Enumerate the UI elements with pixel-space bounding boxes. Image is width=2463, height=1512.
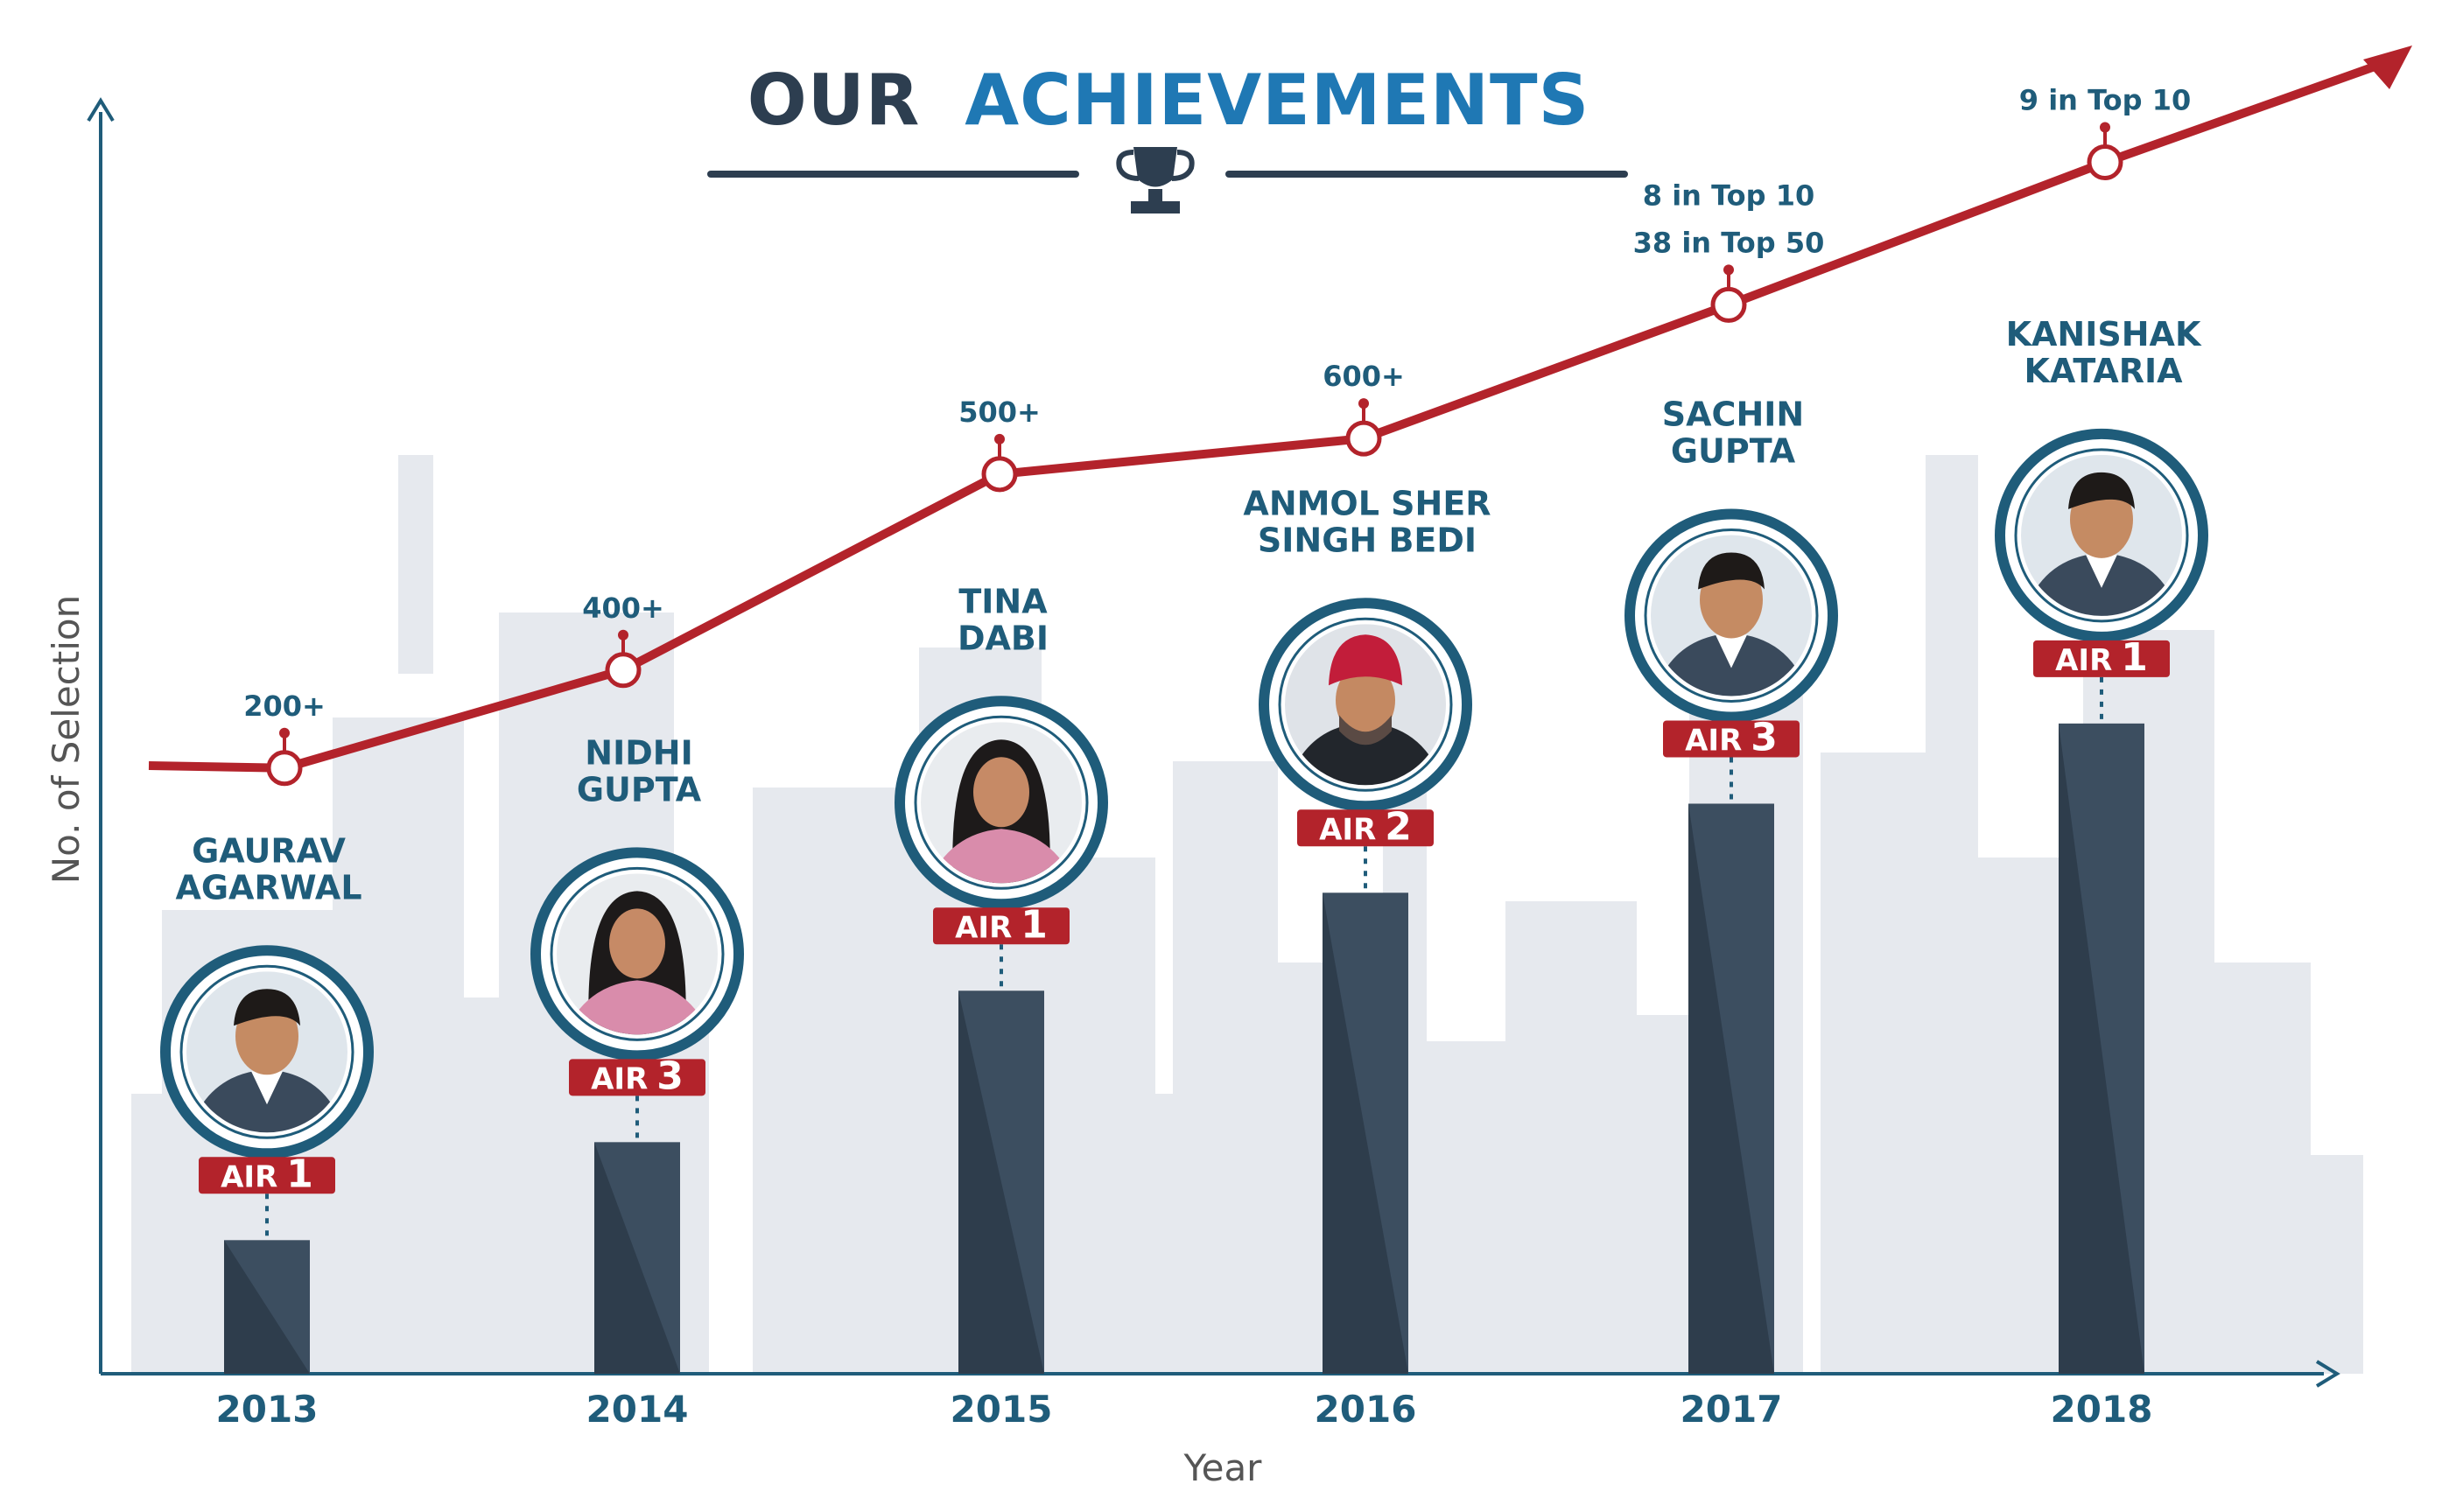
air-badge bbox=[1663, 720, 1800, 758]
trend-pin-dot bbox=[2100, 122, 2110, 133]
x-tick-label: 2014 bbox=[586, 1388, 689, 1431]
trend-layer: 200+ 400+ 500+ 600+ 8 in Top 10 38 in Top 50 9… bbox=[148, 46, 2412, 787]
y-axis-arrow bbox=[87, 97, 115, 122]
air-prefix: AIR bbox=[1685, 723, 1742, 758]
topper-name: SACHIN bbox=[1662, 395, 1804, 433]
title-rule-right bbox=[1225, 171, 1628, 178]
topper-name: AGARWAL bbox=[175, 868, 361, 906]
air-prefix: AIR bbox=[2055, 643, 2112, 678]
air-badge-text: AIR 1 bbox=[221, 1152, 313, 1196]
x-tick-label: 2013 bbox=[216, 1388, 319, 1431]
trend-point-2018 bbox=[2087, 144, 2123, 181]
air-badge bbox=[933, 907, 1070, 945]
topper-name: KANISHAK bbox=[2006, 315, 2202, 354]
air-badge-text: AIR 1 bbox=[955, 902, 1048, 947]
topper-name: SINGH BEDI bbox=[1258, 521, 1477, 559]
air-rank: 3 bbox=[656, 1054, 684, 1098]
air-badge bbox=[199, 1157, 335, 1194]
woman-photo-icon bbox=[921, 722, 1082, 884]
trend-extension bbox=[2103, 57, 2391, 167]
x-axis-label: Year bbox=[1183, 1446, 1263, 1489]
air-rank: 3 bbox=[1751, 715, 1778, 760]
air-badge-text: AIR 3 bbox=[1685, 715, 1778, 760]
trend-pin-dot bbox=[618, 629, 628, 640]
x-axis-arrow bbox=[2315, 1360, 2340, 1388]
bar-shade-2016 bbox=[1323, 892, 1408, 1374]
topper-name: ANMOL SHER bbox=[1243, 484, 1491, 522]
topper-name: GUPTA bbox=[1671, 431, 1796, 470]
air-prefix: AIR bbox=[1319, 812, 1376, 847]
trend-data-label: 9 in Top 10 bbox=[2019, 84, 2191, 117]
trend-arrow-head bbox=[2363, 46, 2412, 89]
man-photo-icon bbox=[1651, 535, 1812, 696]
air-rank: 2 bbox=[1385, 804, 1412, 849]
air-badge bbox=[2033, 640, 2170, 677]
trend-data-label: 38 in Top 50 bbox=[1633, 226, 1825, 259]
trend-pin-dot bbox=[1723, 264, 1734, 276]
air-badge bbox=[1297, 809, 1434, 847]
air-badge bbox=[569, 1059, 705, 1096]
topper-name: KATARIA bbox=[2024, 352, 2183, 390]
air-badge-text: AIR 2 bbox=[1319, 804, 1412, 849]
bar-shade-2013 bbox=[224, 1240, 310, 1374]
bar-shade-2015 bbox=[958, 990, 1044, 1374]
trend-data-label: 600+ bbox=[1323, 360, 1405, 393]
air-prefix: AIR bbox=[221, 1159, 277, 1194]
air-rank: 1 bbox=[1021, 902, 1048, 947]
title-part-achievements: ACHIEVEMENTS bbox=[965, 60, 1589, 141]
air-prefix: AIR bbox=[955, 910, 1012, 945]
chart-title: OUR ACHIEVEMENTS bbox=[747, 60, 1589, 141]
man-photo-icon bbox=[2021, 454, 2182, 616]
bar-shade-2017 bbox=[1688, 803, 1774, 1374]
bars-layer bbox=[224, 723, 2144, 1374]
title-part-our: OUR bbox=[747, 60, 921, 141]
trend-data-label: 8 in Top 10 bbox=[1643, 178, 1814, 212]
trend-data-label: 400+ bbox=[582, 592, 664, 625]
trophy-icon bbox=[1116, 147, 1195, 214]
y-axis-label: No. of Selection bbox=[45, 595, 88, 884]
air-badge-text: AIR 3 bbox=[591, 1054, 684, 1098]
x-tick-label: 2016 bbox=[1315, 1388, 1417, 1431]
man-turban-photo-icon bbox=[1285, 624, 1446, 786]
x-tick-label: 2017 bbox=[1681, 1388, 1783, 1431]
air-badge-text: AIR 1 bbox=[2055, 635, 2148, 680]
x-tick-label: 2018 bbox=[2051, 1388, 2153, 1431]
trend-point-2015 bbox=[981, 456, 1018, 493]
trend-data-label: 200+ bbox=[243, 690, 326, 723]
trend-pin-dot bbox=[279, 727, 290, 738]
trend-point-2013 bbox=[266, 750, 303, 787]
air-prefix: AIR bbox=[591, 1061, 648, 1096]
woman-photo-icon bbox=[557, 873, 718, 1035]
year-labels-layer: 2013 2014 2015 2016 2017 2018 bbox=[216, 1388, 2153, 1431]
trend-pin-dot bbox=[1358, 398, 1369, 410]
bar-shade-2014 bbox=[594, 1142, 680, 1374]
topper-name: GAURAV bbox=[192, 831, 346, 870]
topper-name: TINA bbox=[958, 582, 1048, 620]
trend-data-label: 500+ bbox=[958, 396, 1041, 429]
title-rule-left bbox=[707, 171, 1079, 178]
topper-name: NIDHI bbox=[585, 733, 692, 772]
topper-name: GUPTA bbox=[577, 770, 702, 808]
bar-shade-2018 bbox=[2059, 723, 2144, 1374]
x-tick-label: 2015 bbox=[951, 1388, 1053, 1431]
man-photo-icon bbox=[186, 971, 347, 1133]
trend-point-2017 bbox=[1710, 286, 1747, 323]
trend-pin-dot bbox=[994, 433, 1005, 444]
trend-point-2016 bbox=[1345, 420, 1382, 457]
topper-name: DABI bbox=[958, 619, 1049, 657]
air-rank: 1 bbox=[286, 1152, 313, 1196]
trend-point-2014 bbox=[605, 652, 642, 689]
air-rank: 1 bbox=[2121, 635, 2148, 680]
